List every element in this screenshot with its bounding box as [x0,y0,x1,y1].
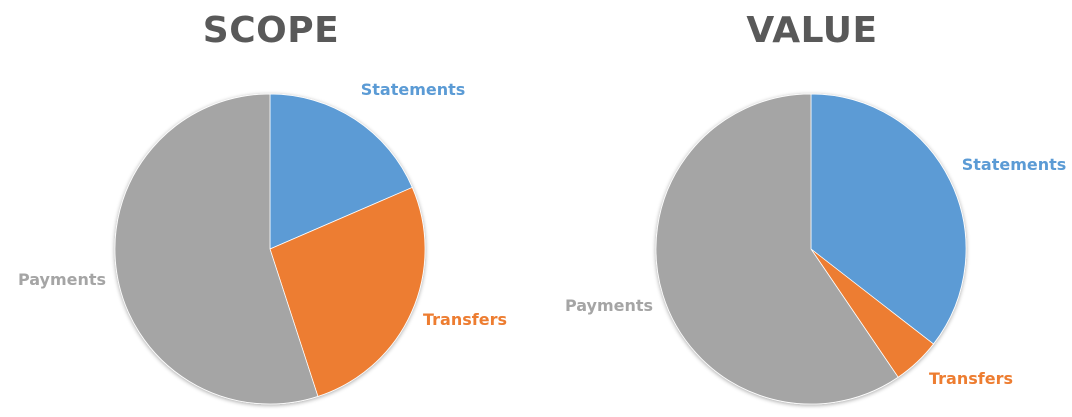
slice-label-transfers: Transfers [929,369,1013,388]
slice-label-transfers: Transfers [423,310,507,329]
slice-label-payments: Payments [565,296,653,315]
slice-label-payments: Payments [18,270,106,289]
pie-slice-statements [269,93,413,250]
chart-title: VALUE [746,10,878,51]
pie-slices [114,93,426,405]
pie-svg: Statements Transfers Payments [565,93,1067,405]
scope-pie-chart: SCOPE Statements Transfers Payments [18,10,507,405]
pie-slice-transfers [269,186,426,397]
slice-label-statements: Statements [962,155,1067,174]
slice-label-statements: Statements [361,80,466,99]
chart-title: SCOPE [202,10,340,51]
pie-svg: Statements Transfers Payments [18,80,507,405]
pie-slice-statements [810,93,967,345]
pie-slice-payments [114,93,319,405]
pie-slices [655,93,967,405]
pie-slice-payments [655,93,899,405]
value-pie-chart: VALUE Statements Transfers Payments [536,0,1072,417]
